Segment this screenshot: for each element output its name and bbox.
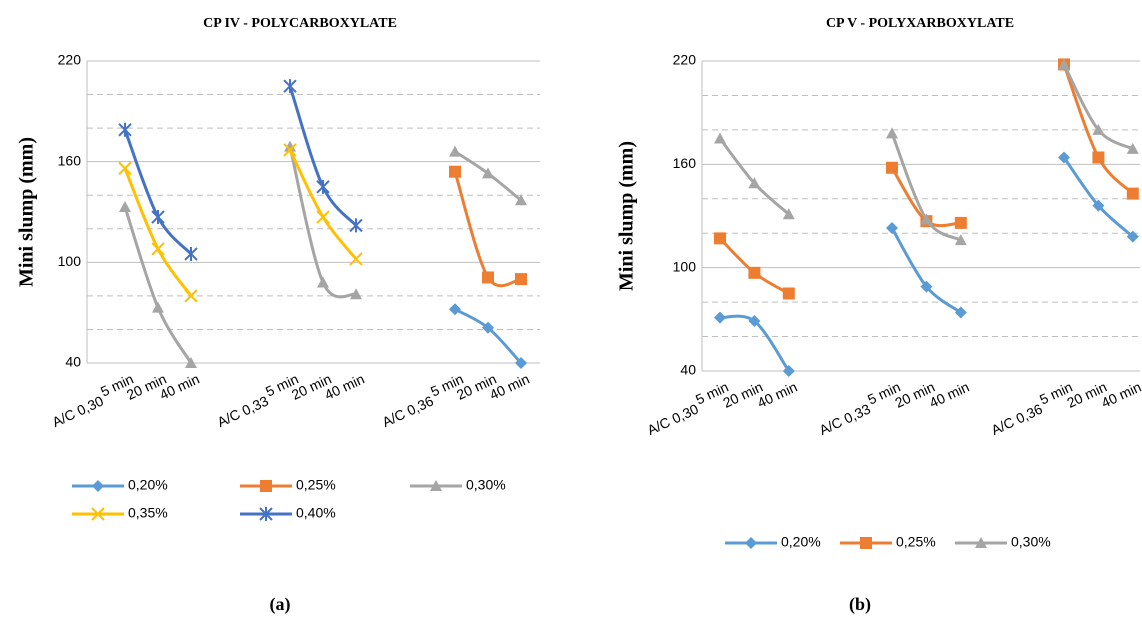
legend-label: 0,35% — [128, 505, 168, 521]
point — [782, 365, 795, 377]
series-line — [719, 156, 1134, 372]
point — [515, 194, 527, 206]
point — [317, 276, 329, 288]
point — [782, 208, 795, 220]
point — [151, 242, 165, 256]
x-tick-label: 40 min — [927, 379, 972, 411]
point — [1126, 142, 1139, 154]
x-tick-label: 40 min — [1099, 379, 1142, 411]
point — [449, 165, 461, 178]
legend-label: 0,25% — [896, 534, 936, 550]
point — [886, 222, 898, 235]
point — [954, 306, 967, 319]
y-axis-title: Mini slump (mm) — [616, 141, 638, 291]
legend-label: 0,30% — [466, 477, 506, 493]
point — [1092, 199, 1105, 212]
group-label: A/C 0,36 — [380, 392, 436, 430]
point — [1058, 58, 1070, 70]
point — [350, 288, 362, 300]
point — [284, 140, 296, 152]
y-tick-label: 40 — [65, 354, 81, 370]
legend-label: 0,20% — [128, 477, 168, 493]
point — [184, 289, 198, 303]
point — [482, 321, 494, 334]
point — [283, 143, 297, 157]
point — [954, 234, 967, 246]
point — [954, 216, 967, 229]
x-tick-label: 40 min — [755, 379, 800, 411]
legend-label: 0,25% — [296, 477, 336, 493]
point — [482, 167, 494, 179]
point — [482, 271, 494, 284]
y-tick-label: 100 — [58, 253, 82, 269]
point — [449, 145, 461, 157]
legend-marker — [260, 480, 272, 492]
point — [118, 161, 132, 176]
y-tick-label: 40 — [680, 362, 696, 378]
point — [1126, 187, 1139, 200]
point — [1058, 151, 1070, 164]
legend-label: 0,40% — [296, 505, 336, 521]
point — [920, 280, 933, 293]
legend-marker — [430, 480, 442, 491]
legend-marker — [259, 507, 273, 521]
legend-marker — [860, 537, 872, 549]
point — [119, 200, 131, 212]
point — [185, 357, 197, 368]
point — [748, 266, 761, 279]
point — [1126, 230, 1139, 243]
group-label: A/C 0,30 — [50, 392, 106, 430]
y-axis-title: Mini slump (mm) — [16, 137, 38, 287]
group-label: A/C 0,33 — [215, 392, 271, 430]
point — [1092, 123, 1105, 135]
group-label: A/C 0,36 — [989, 400, 1045, 438]
point — [316, 210, 330, 224]
point — [316, 179, 330, 194]
legend-label: 0,20% — [781, 534, 821, 550]
series-line — [123, 146, 522, 364]
caption: (b) — [849, 594, 871, 615]
y-tick-label: 220 — [58, 52, 82, 68]
point — [886, 127, 898, 139]
point — [515, 357, 527, 369]
point — [349, 218, 363, 233]
y-tick-label: 100 — [673, 258, 697, 274]
y-tick-label: 220 — [673, 52, 697, 68]
point — [184, 246, 198, 261]
point — [782, 287, 795, 300]
legend-label: 0,30% — [1011, 534, 1051, 550]
point — [118, 122, 132, 137]
point — [714, 132, 726, 144]
group-label: A/C 0,30 — [645, 400, 701, 438]
point — [886, 161, 898, 174]
legend-marker — [91, 507, 105, 521]
point — [151, 210, 165, 225]
chart-title: CP V - POLYXARBOXYLATE — [826, 16, 1014, 31]
chart-title: CP IV - POLYCARBOXYLATE — [203, 16, 397, 31]
y-tick-label: 160 — [58, 152, 82, 168]
legend-marker — [92, 480, 104, 492]
series-line — [454, 307, 523, 365]
group-label: A/C 0,33 — [817, 400, 873, 438]
point — [449, 303, 461, 316]
point — [748, 177, 761, 189]
point — [714, 311, 726, 324]
point — [515, 273, 527, 286]
point — [152, 301, 164, 313]
point — [920, 213, 933, 225]
caption: (a) — [270, 594, 291, 615]
point — [714, 232, 726, 245]
y-tick-label: 160 — [673, 155, 697, 171]
point — [748, 315, 761, 328]
point — [283, 79, 297, 94]
legend-marker — [975, 537, 987, 548]
series-line — [718, 63, 1134, 295]
point — [349, 252, 363, 266]
legend-marker — [745, 537, 757, 549]
point — [1092, 151, 1105, 164]
